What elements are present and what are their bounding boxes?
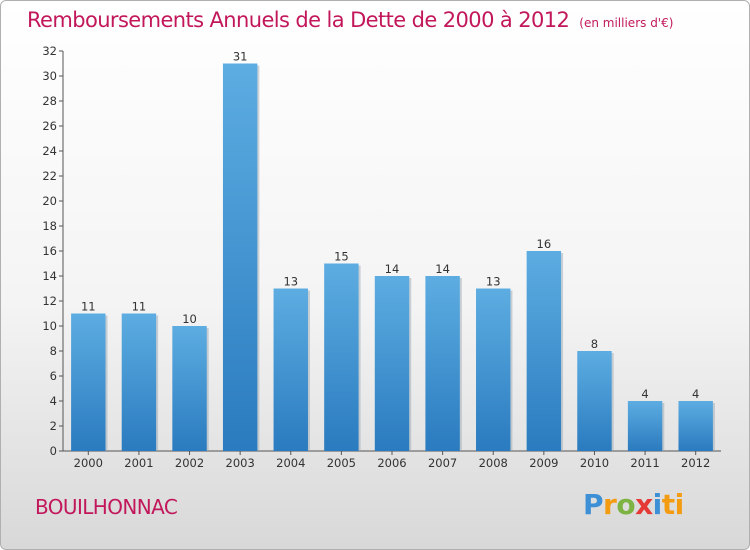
logo-letter: P [583,488,604,521]
x-tick-label: 2005 [327,456,356,470]
y-tick-label: 6 [50,369,57,383]
chart-subtitle: (en milliers d'€) [579,16,674,30]
y-tick-label: 24 [42,144,57,158]
bar-value-label: 16 [537,237,552,251]
bar-group: 14 [374,262,412,451]
logo-letter: i [652,488,663,521]
bar-group: 10 [172,312,209,451]
chart-title-text: Remboursements Annuels de la Dette de 20… [27,8,570,32]
y-tick-label: 26 [42,119,57,133]
x-tick-label: 2009 [529,456,558,470]
bar-value-label: 10 [182,312,197,326]
x-axis: 2000 2001 2002 2003 2004 2005 2006 2007 2008 2009… [63,450,721,470]
x-tick-label: 2000 [74,456,103,470]
logo-letter: o [616,488,636,521]
bar-group: 11 [121,300,159,451]
y-tick-label: 8 [50,344,57,358]
bar [222,63,258,451]
y-tick-label: 2 [50,419,57,433]
commune-name: BOUILHONNAC [35,495,178,519]
bar-value-label: 4 [641,387,648,401]
x-tick-label: 2011 [630,456,659,470]
bar-group: 31 [222,50,260,451]
bar [425,276,460,451]
x-tick-label: 2012 [681,456,710,470]
proxiti-logo: Proxiti [583,488,684,521]
bar-value-label: 11 [81,300,96,314]
y-tick-label: 14 [42,269,57,283]
y-tick-label: 20 [42,194,57,208]
y-tick-label: 10 [42,319,57,333]
bar [374,276,410,451]
bar-group: 16 [526,237,564,451]
bar-value-label: 11 [132,300,147,314]
bar-value-label: 4 [692,387,699,401]
y-tick-label: 30 [42,69,57,83]
x-tick-label: 2004 [276,456,305,470]
bar-group: 13 [476,275,513,451]
bar-group: 11 [71,300,108,451]
bar-group: 13 [273,275,310,451]
bar [121,313,157,451]
bar-group: 8 [577,337,614,451]
logo-letter: ti [661,488,684,521]
bar [476,288,511,451]
bar-value-label: 14 [385,262,400,276]
bar-group: 15 [324,250,361,451]
y-tick-label: 16 [42,244,57,258]
bars: 11 11 10 31 13 15 14 14 13 16 8 4 4 [71,50,715,451]
bar [526,251,562,451]
y-tick-label: 22 [42,169,57,183]
bar [273,288,308,451]
bar-group: 4 [678,387,715,451]
x-tick-label: 2010 [580,456,609,470]
bar [71,313,106,451]
bar-value-label: 8 [591,337,598,351]
bar-value-label: 13 [283,275,298,289]
bar-value-label: 14 [435,262,450,276]
bar [627,401,663,451]
bar-group: 4 [627,387,665,451]
bar-value-label: 31 [233,50,248,64]
x-tick-label: 2002 [175,456,204,470]
y-tick-label: 4 [50,394,57,408]
y-tick-label: 12 [42,294,57,308]
x-tick-label: 2007 [428,456,457,470]
bar-value-label: 13 [486,275,501,289]
bar [577,351,612,451]
x-tick-label: 2006 [377,456,406,470]
chart-title: Remboursements Annuels de la Dette de 20… [27,8,673,32]
x-tick-label: 2003 [226,456,255,470]
x-tick-label: 2001 [124,456,153,470]
bar [678,401,713,451]
x-tick-label: 2008 [479,456,508,470]
y-tick-label: 28 [42,94,57,108]
bar [324,263,359,451]
bar-value-label: 15 [334,250,349,264]
bar [172,326,207,451]
y-tick-label: 32 [42,44,57,58]
bar-group: 14 [425,262,462,451]
y-tick-label: 18 [42,219,57,233]
y-tick-label: 0 [50,444,57,458]
logo-letter: r [603,488,617,521]
logo-letter: x [635,488,653,521]
